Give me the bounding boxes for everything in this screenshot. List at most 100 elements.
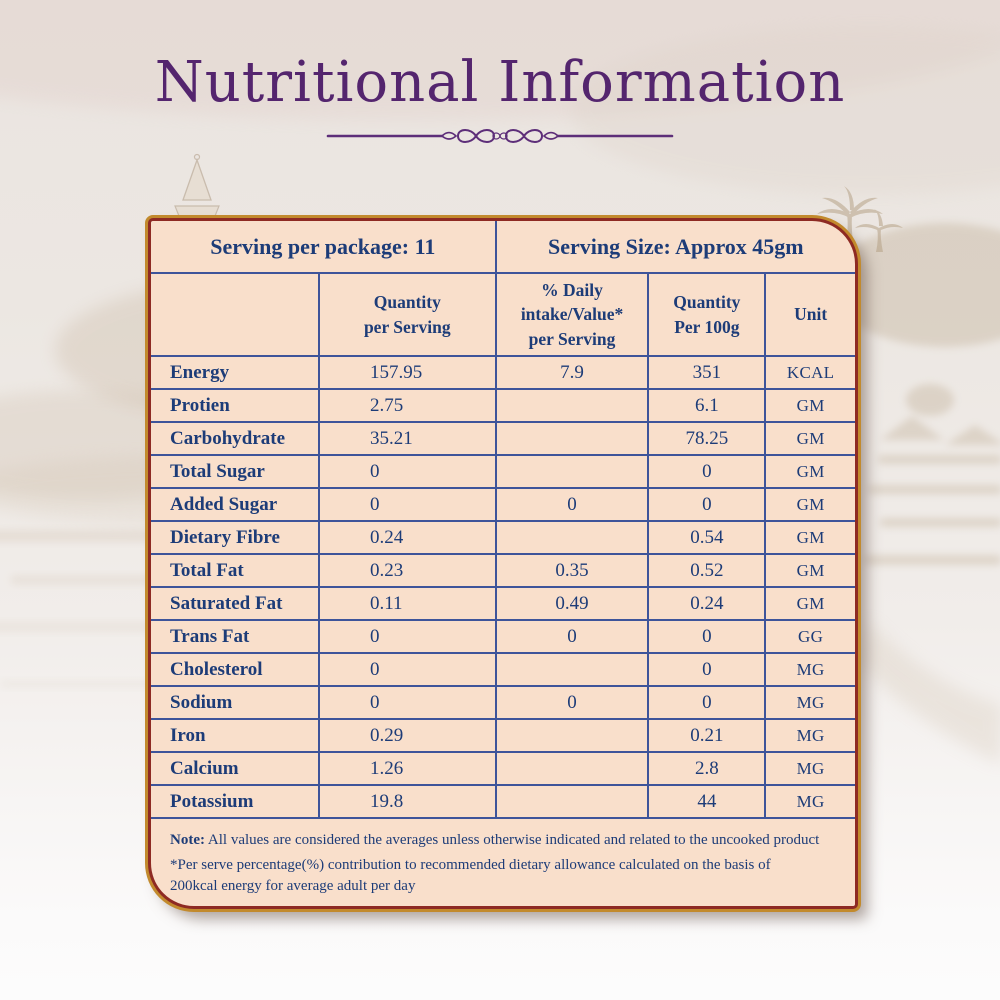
cell-daily-value [497, 390, 650, 421]
table-row: Total Fat 0.23 0.35 0.52 GM [151, 555, 855, 588]
cell-quantity-per-100g: 78.25 [649, 423, 767, 454]
cell-nutrient-label: Total Fat [151, 555, 320, 586]
cell-quantity-per-serving: 0 [320, 654, 497, 685]
cell-quantity-per-100g: 0 [649, 489, 767, 520]
cell-nutrient-label: Iron [151, 720, 320, 751]
table-row: Total Sugar 0 0 GM [151, 456, 855, 489]
cell-nutrient-label: Trans Fat [151, 621, 320, 652]
cell-quantity-per-serving: 19.8 [320, 786, 497, 817]
cell-unit: MG [796, 758, 825, 778]
cell-daily-value: 0 [497, 621, 650, 652]
column-header-quantity-per-100g: Quantity Per 100g [649, 274, 767, 355]
cell-daily-value [497, 654, 650, 685]
column-header-row: Quantity per Serving % Daily intake/Valu… [151, 274, 855, 357]
serving-header-row: Serving per package: 11 Serving Size: Ap… [151, 221, 855, 274]
flourish-divider-icon [326, 129, 674, 143]
table-row: Sodium 0 0 0 MG [151, 687, 855, 720]
cell-quantity-per-100g: 0.54 [649, 522, 767, 553]
cell-nutrient-label: Calcium [151, 753, 320, 784]
cell-quantity-per-100g: 0 [649, 654, 767, 685]
table-row: Saturated Fat 0.11 0.49 0.24 GM [151, 588, 855, 621]
table-row: Potassium 19.8 44 MG [151, 786, 855, 819]
cell-daily-value: 7.9 [497, 357, 650, 388]
ornamental-divider [0, 122, 1000, 155]
table-row: Protien 2.75 6.1 GM [151, 390, 855, 423]
table-row: Carbohydrate 35.21 78.25 GM [151, 423, 855, 456]
cell-quantity-per-100g: 0.52 [649, 555, 767, 586]
cell-unit: MG [796, 725, 825, 745]
cell-nutrient-label: Carbohydrate [151, 423, 320, 454]
cell-unit: GG [798, 626, 824, 646]
cell-quantity-per-serving: 2.75 [320, 390, 497, 421]
cell-quantity-per-serving: 0.29 [320, 720, 497, 751]
cell-quantity-per-serving: 35.21 [320, 423, 497, 454]
table-row: Dietary Fibre 0.24 0.54 GM [151, 522, 855, 555]
cell-quantity-per-serving: 0 [320, 621, 497, 652]
cell-daily-value [497, 753, 650, 784]
cell-daily-value: 0 [497, 687, 650, 718]
column-header-daily-value: % Daily intake/Value* per Serving [497, 274, 650, 355]
page-title: Nutritional Information [154, 50, 846, 115]
cell-quantity-per-100g: 44 [649, 786, 767, 817]
cell-quantity-per-100g: 0 [649, 687, 767, 718]
cell-quantity-per-100g: 0.24 [649, 588, 767, 619]
cell-daily-value [497, 720, 650, 751]
cell-daily-value [497, 423, 650, 454]
nutrition-table: Serving per package: 11 Serving Size: Ap… [148, 218, 858, 909]
temple-sketch [174, 153, 220, 217]
note-line: Note: All values are considered the aver… [170, 830, 835, 851]
cell-quantity-per-serving: 0 [320, 489, 497, 520]
cell-daily-value [497, 456, 650, 487]
cell-unit: MG [796, 791, 825, 811]
cell-unit: GM [796, 494, 825, 514]
cell-daily-value: 0.49 [497, 588, 650, 619]
table-row: Added Sugar 0 0 0 GM [151, 489, 855, 522]
note-label: Note: [170, 832, 205, 848]
cell-unit: GM [796, 560, 825, 580]
table-row: Energy 157.95 7.9 351 KCAL [151, 357, 855, 390]
note-text: All values are considered the averages u… [204, 832, 820, 848]
village-scene [830, 223, 1000, 565]
cell-quantity-per-serving: 0.24 [320, 522, 497, 553]
cell-unit: KCAL [786, 362, 835, 382]
cell-unit: GM [796, 593, 825, 613]
column-header-nutrient [151, 274, 320, 355]
cell-quantity-per-serving: 0.23 [320, 555, 497, 586]
cell-nutrient-label: Sodium [151, 687, 320, 718]
column-header-unit: Unit [794, 304, 828, 325]
cell-unit: GM [796, 395, 825, 415]
cell-quantity-per-100g: 2.8 [649, 753, 767, 784]
cell-nutrient-label: Saturated Fat [151, 588, 320, 619]
cell-nutrient-label: Total Sugar [151, 456, 320, 487]
cell-daily-value [497, 522, 650, 553]
cell-unit: MG [796, 692, 825, 712]
cell-quantity-per-serving: 0 [320, 687, 497, 718]
cell-unit: GM [796, 527, 825, 547]
cell-quantity-per-100g: 0 [649, 621, 767, 652]
cell-daily-value: 0 [497, 489, 650, 520]
cell-quantity-per-serving: 0.11 [320, 588, 497, 619]
serving-per-package: Serving per package: 11 [151, 221, 497, 272]
table-row: Trans Fat 0 0 0 GG [151, 621, 855, 654]
cell-nutrient-label: Potassium [151, 786, 320, 817]
cell-quantity-per-100g: 6.1 [649, 390, 767, 421]
cell-unit: GM [796, 461, 825, 481]
cell-nutrient-label: Protien [151, 390, 320, 421]
cell-quantity-per-serving: 1.26 [320, 753, 497, 784]
cell-unit: GM [796, 428, 825, 448]
table-row: Cholesterol 0 0 MG [151, 654, 855, 687]
cell-quantity-per-serving: 0 [320, 456, 497, 487]
cell-quantity-per-100g: 0.21 [649, 720, 767, 751]
cell-daily-value [497, 786, 650, 817]
cell-quantity-per-100g: 0 [649, 456, 767, 487]
footnote-line: *Per serve percentage(%) contribution to… [170, 857, 771, 894]
cell-unit: MG [796, 659, 825, 679]
serving-size: Serving Size: Approx 45gm [547, 233, 804, 259]
cell-nutrient-label: Cholesterol [151, 654, 320, 685]
table-row: Calcium 1.26 2.8 MG [151, 753, 855, 786]
notes: Note: All values are considered the aver… [151, 819, 855, 906]
cell-quantity-per-100g: 351 [649, 357, 767, 388]
cell-nutrient-label: Added Sugar [151, 489, 320, 520]
cell-quantity-per-serving: 157.95 [320, 357, 497, 388]
cell-nutrient-label: Dietary Fibre [151, 522, 320, 553]
